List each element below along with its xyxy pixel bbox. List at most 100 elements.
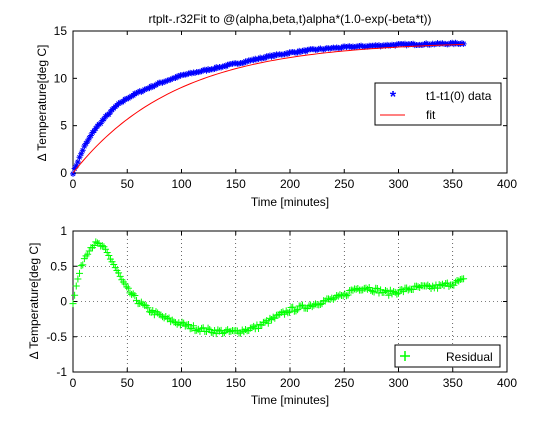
top-data-point [148,83,155,90]
top-x-tick-label: 100 [171,177,191,191]
bottom-residual-point [365,284,373,292]
top-y-tick-label: 5 [60,119,67,133]
bottom-residual-point [103,248,111,256]
top-data-point [104,111,111,118]
bottom-residual-point [399,288,407,296]
top-axes: 0 50 100 150 200 250 300 350 400 0 5 10 15 [54,24,518,191]
top-data-point [128,93,135,100]
bottom-residual-point [367,287,375,295]
top-data-point [76,154,83,161]
top-data-point [136,88,143,95]
bottom-residual-point [180,319,188,327]
top-data-point [169,75,176,82]
bottom-x-tick-label: 250 [334,376,354,390]
bottom-y-tick-label: 1 [60,224,67,238]
bottom-y-tick-label: 0.5 [50,259,67,273]
top-data-point [100,116,107,123]
bottom-residual-point [222,327,230,335]
bottom-residual-point [271,314,279,322]
bottom-residual-point [82,252,90,260]
bottom-residual-point [105,251,113,259]
bottom-residual-point [395,289,402,297]
bottom-x-tick-label: 100 [171,376,191,390]
bottom-residual-point [132,296,140,304]
top-data-point [348,44,355,51]
bottom-x-tick-label: 400 [497,376,517,390]
bottom-axes: 0 50 100 150 200 250 300 350 400 -1 -0.5 0 0.5 1 [46,224,517,390]
bottom-residual-point [76,269,84,277]
bottom-residual-point [181,322,189,330]
top-data-point [79,147,86,154]
bottom-residual-point [124,284,132,292]
bottom-residual-point [115,269,123,277]
bottom-residual-point [359,286,367,294]
bottom-residual-point [460,275,468,283]
bottom-residual-point [264,319,272,327]
bottom-residual-point [98,242,106,250]
bottom-residual-point [311,300,319,308]
top-data-point [92,125,99,132]
bottom-residual-point [255,325,263,333]
bottom-residual-point [385,291,393,299]
top-data-point [428,41,435,48]
top-data-point [332,45,339,52]
bottom-legend-box [394,344,501,368]
bottom-residual-point [261,318,269,326]
top-data-point [70,170,76,177]
bottom-residual-point [178,318,186,326]
bottom-residual-point [74,275,82,283]
bottom-residual-point [152,308,160,316]
top-data-point [83,140,90,147]
bottom-x-tick-label: 200 [280,376,300,390]
top-data-point [442,40,449,47]
top-data-point [387,42,394,49]
top-x-tick-label: 250 [334,177,354,191]
top-data-point [283,50,290,57]
top-data-point [364,43,371,50]
bottom-y-tick-label: 0 [60,295,67,309]
bottom-x-tick-label: 150 [226,376,246,390]
top-x-tick-label: 200 [280,177,300,191]
top-data-point [317,45,324,52]
bottom-x-axis-label: Time [minutes] [251,393,329,407]
bottom-residual-point [116,272,124,280]
top-data-point [185,70,192,77]
top-x-tick-label: 150 [226,177,246,191]
bottom-legend: Residual [394,344,501,368]
top-data-point [374,42,381,49]
top-x-tick-label: 300 [388,177,408,191]
bottom-residual-point [406,285,414,293]
bottom-residual-point [342,292,350,300]
top-data-point [452,39,459,46]
bottom-residual-point [248,324,256,332]
bottom-residual-point [414,283,422,291]
bottom-residual-point [242,326,250,334]
top-data-point [162,78,169,85]
bottom-residual-point [383,287,391,295]
bottom-residual-point [79,261,87,269]
top-data-point [218,64,225,71]
top-data-point [377,43,384,50]
top-y-tick-label: 10 [54,71,68,85]
top-x-tick-label: 400 [497,177,517,191]
bottom-residual-point [364,285,372,293]
bottom-residual-point [294,306,302,314]
bottom-residual-point [409,286,417,294]
bottom-residual-point [298,301,306,309]
top-x-axis-label: Time [minutes] [251,195,329,209]
bottom-residual-point [131,292,139,300]
top-data-point [78,150,85,157]
top-data-point [341,43,348,50]
top-data-point [327,45,334,52]
top-data-point [84,138,91,145]
chart-title: rtplt-.r32Fit to @(alpha,beta,t)alpha*(1… [149,12,432,26]
bottom-residual-point [344,291,352,299]
bottom-residual-point [391,288,399,296]
top-data-point [439,40,446,47]
top-data-point [343,43,350,50]
bottom-residual-point [173,320,181,328]
top-data-point [265,53,272,60]
top-data-point [372,42,379,49]
